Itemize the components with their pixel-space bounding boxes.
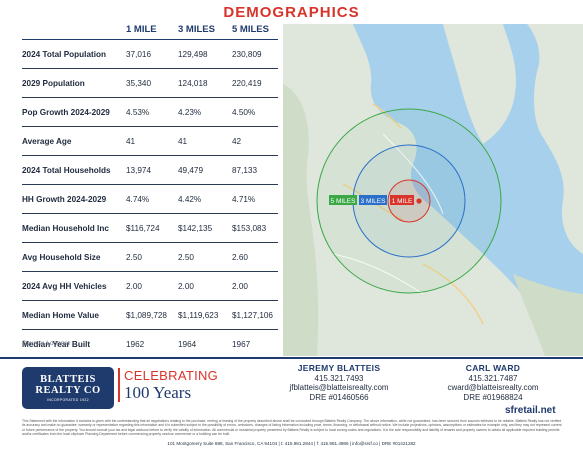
disclaimer-text: This Statement with the information it c…: [22, 419, 562, 436]
table-row: Pop Growth 2024-2029 4.53% 4.23% 4.50%: [22, 98, 278, 127]
years-text: 100 Years: [124, 383, 192, 402]
value-5-miles: 2.00: [232, 281, 248, 291]
header-3-miles: 3 MILES: [178, 24, 215, 35]
value-5-miles: 230,809: [232, 49, 262, 59]
value-1-mile: 4.53%: [126, 107, 150, 117]
roads: [332, 133, 444, 295]
logo-tagline: INCORPORATED 1922: [47, 398, 89, 402]
map-canvas: 5 MILES 3 MILES 1 MILE: [283, 24, 583, 356]
value-3-miles: 4.23%: [178, 107, 202, 117]
value-3-miles: $142,135: [178, 223, 213, 233]
logo-line-1: BLATTEIS: [40, 374, 96, 385]
value-3-miles: $1,119,623: [178, 310, 219, 320]
label-1-mile-box: [390, 195, 414, 205]
agent-email[interactable]: jfblatteis@blatteisrealty.com: [289, 383, 389, 392]
east-bay-land: [527, 24, 583, 254]
property-pin-icon: [416, 198, 422, 204]
website-link[interactable]: sfretail.net: [505, 405, 556, 416]
header-5-miles: 5 MILES: [232, 24, 269, 35]
table-row: Median Household Inc $116,724 $142,135 $153…: [22, 214, 278, 243]
row-label: HH Growth 2024-2029: [22, 194, 107, 204]
value-3-miles: 4.42%: [178, 194, 202, 204]
value-5-miles: 42: [232, 136, 242, 146]
value-1-mile: 1962: [126, 339, 145, 349]
row-label: Median Year Built: [22, 339, 91, 349]
table-row: HH Growth 2024-2029 4.74% 4.42% 4.71%: [22, 185, 278, 214]
agent-card-ward: CARL WARD 415.321.7487 cward@blatteisrea…: [440, 363, 546, 402]
value-3-miles: 124,018: [178, 78, 208, 88]
footer-divider: [0, 357, 583, 359]
label-1-mile: 1 MILE: [392, 198, 413, 205]
row-label: Avg Household Size: [22, 252, 101, 262]
label-3-miles: 3 MILES: [361, 198, 387, 205]
value-3-miles: 1964: [178, 339, 197, 349]
value-3-miles: 2.00: [178, 281, 194, 291]
agent-card-blatteis: JEREMY BLATTEIS 415.321.7493 jfblatteis@…: [286, 363, 392, 402]
row-label: Pop Growth 2024-2029: [22, 107, 110, 117]
value-3-miles: 49,479: [178, 165, 204, 175]
row-label: 2024 Total Households: [22, 165, 111, 175]
agent-name: CARL WARD: [465, 363, 521, 373]
table-row: 2024 Total Households 13,974 49,479 87,133: [22, 156, 278, 185]
hills-land: [283, 84, 319, 356]
demographics-table: 1 MILE 3 MILES 5 MILES 2024 Total Popula…: [22, 24, 278, 359]
value-5-miles: 87,133: [232, 165, 258, 175]
value-3-miles: 2.50: [178, 252, 194, 262]
label-5-miles-box: [329, 195, 357, 205]
south-land: [513, 274, 583, 356]
row-label: Median Household Inc: [22, 223, 109, 233]
agent-phone[interactable]: 415.321.7493: [314, 373, 364, 383]
logo-line-2: REALTY CO: [35, 385, 101, 396]
row-label: Median Home Value: [22, 310, 99, 320]
value-3-miles: 129,498: [178, 49, 208, 59]
value-1-mile: 37,016: [126, 49, 152, 59]
value-5-miles: 4.50%: [232, 107, 256, 117]
value-1-mile: 4.74%: [126, 194, 150, 204]
radius-map: 5 MILES 3 MILES 1 MILE: [283, 24, 583, 356]
value-5-miles: 2.60: [232, 252, 248, 262]
value-1-mile: $116,724: [126, 223, 160, 233]
value-1-mile: 13,974: [126, 165, 152, 175]
header-1-mile: 1 MILE: [126, 24, 157, 35]
row-label: 2024 Avg HH Vehicles: [22, 281, 107, 291]
row-label: 2024 Total Population: [22, 49, 107, 59]
row-label: 2029 Population: [22, 78, 85, 88]
agent-email[interactable]: cward@blatteisrealty.com: [447, 383, 539, 392]
value-1-mile: $1,089,728: [126, 310, 167, 320]
island-land: [443, 24, 516, 144]
source-note: Source: Loopnet: [22, 340, 70, 347]
celebrating-text: CELEBRATING: [124, 368, 219, 383]
table-row: Average Age 41 41 42: [22, 127, 278, 156]
label-3-miles-box: [359, 195, 387, 205]
company-logo: BLATTEIS REALTY CO INCORPORATED 1922: [22, 367, 114, 409]
agent-phone[interactable]: 415.321.7487: [468, 373, 518, 383]
table-row: 2024 Total Population 37,016 129,498 230,80…: [22, 40, 278, 69]
celebrating-badge: CELEBRATING 100 Years: [118, 368, 218, 402]
office-address: 101 Montgomery Suite 888, San Francisco,…: [167, 441, 416, 446]
page-title: DEMOGRAPHICS: [223, 4, 360, 21]
table-row: 2024 Avg HH Vehicles 2.00 2.00 2.00: [22, 272, 278, 301]
value-1-mile: 2.50: [126, 252, 142, 262]
agent-name: JEREMY BLATTEIS: [297, 363, 381, 373]
value-5-miles: 220,419: [232, 78, 262, 88]
value-5-miles: $153,083: [232, 223, 267, 233]
value-5-miles: 4.71%: [232, 194, 256, 204]
row-label: Average Age: [22, 136, 72, 146]
agent-dre: DRE #01460566: [309, 392, 369, 402]
value-5-miles: $1,127,106: [232, 310, 273, 320]
value-1-mile: 2.00: [126, 281, 142, 291]
agent-dre: DRE #01968824: [463, 392, 523, 402]
table-row: Avg Household Size 2.50 2.50 2.60: [22, 243, 278, 272]
table-row: 2029 Population 35,340 124,018 220,419: [22, 69, 278, 98]
label-5-miles: 5 MILES: [331, 198, 357, 205]
value-1-mile: 41: [126, 136, 136, 146]
value-5-miles: 1967: [232, 339, 251, 349]
header-blank: [22, 24, 126, 39]
table-row: Median Home Value $1,089,728 $1,119,623 $1,…: [22, 301, 278, 330]
table-header: 1 MILE 3 MILES 5 MILES: [22, 24, 278, 40]
value-1-mile: 35,340: [126, 78, 152, 88]
value-3-miles: 41: [178, 136, 188, 146]
